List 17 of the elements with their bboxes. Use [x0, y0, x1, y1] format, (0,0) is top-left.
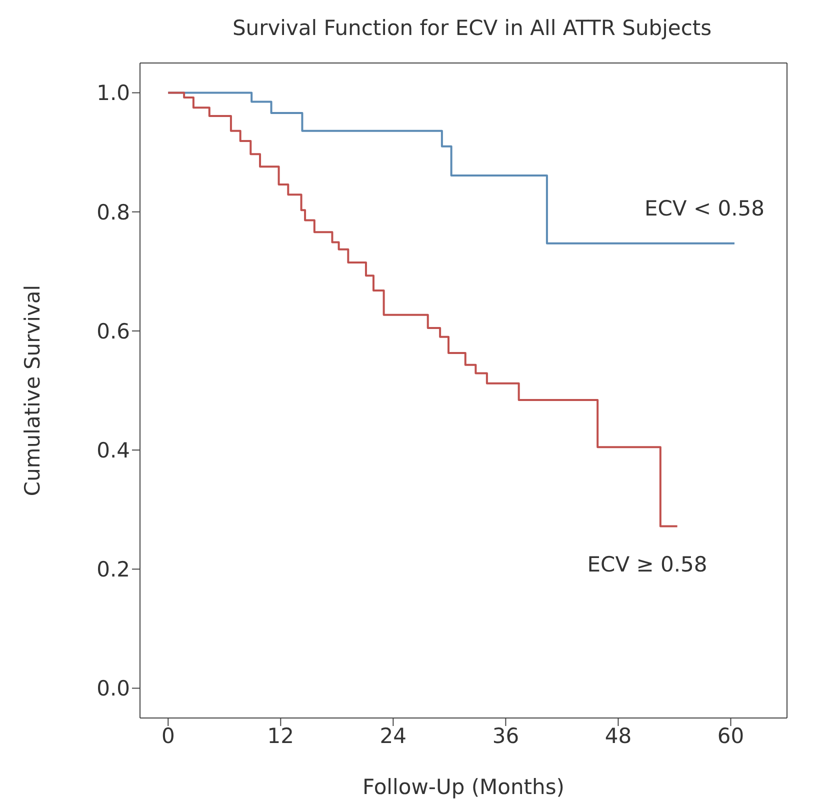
x-tick-label: 36 [492, 724, 520, 748]
x-tick-label: 0 [161, 724, 175, 748]
series-label: ECV ≥ 0.58 [587, 552, 708, 576]
y-tick-label: 1.0 [96, 81, 130, 106]
y-tick-label: 0.8 [96, 200, 130, 224]
x-axis-title: Follow-Up (Months) [362, 775, 564, 799]
y-tick-label: 0.4 [96, 438, 130, 462]
chart-title: Survival Function for ECV in All ATTR Subjects [231, 16, 713, 40]
y-axis-title: Cumulative Survival [20, 284, 44, 496]
y-tick-label: 0.6 [96, 319, 130, 344]
series-label: ECV < 0.58 [644, 196, 764, 220]
x-tick-label: 12 [267, 724, 294, 748]
x-tick-label: 24 [380, 724, 407, 748]
x-tick-label: 48 [604, 724, 632, 748]
x-tick-label: 60 [717, 724, 744, 748]
y-tick-label: 0.2 [96, 558, 130, 582]
y-tick-label: 0.0 [96, 676, 130, 701]
